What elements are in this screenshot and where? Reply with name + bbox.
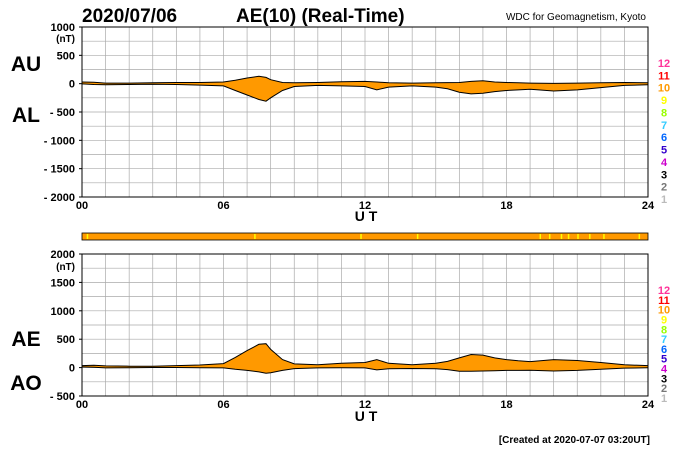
station-bar-tick — [254, 234, 256, 239]
top-xlabel: U T — [355, 208, 378, 224]
series-line-au — [81, 75, 649, 84]
top-xtick-label: 06 — [217, 200, 229, 212]
bottom-legend-count-9: 9 — [661, 314, 667, 326]
top-legend-count-1: 1 — [661, 194, 667, 206]
bottom-ytick-label: 500 — [57, 334, 75, 346]
top-ytick-label: 500 — [57, 50, 75, 62]
bottom-plot-frame — [81, 253, 649, 397]
au-series-label: AU — [11, 53, 41, 76]
top-unit-label: (nT) — [56, 34, 75, 45]
index-title: AE(10) (Real-Time) — [236, 6, 405, 27]
bottom-legend-count-11: 11 — [658, 295, 670, 307]
bottom-ytick-label: - 500 — [50, 391, 75, 403]
series-line-ao — [81, 366, 649, 374]
bottom-legend-count-5: 5 — [661, 354, 667, 366]
source-label: WDC for Geomagnetism, Kyoto — [506, 12, 646, 23]
top-xtick-label: 18 — [500, 200, 512, 212]
bottom-area-fill — [82, 343, 648, 374]
created-timestamp: [Created at 2020-07-07 03:20UT] — [499, 435, 650, 446]
ae-series-label: AE — [11, 328, 40, 351]
bottom-legend-count-4: 4 — [661, 364, 668, 376]
ao-series-label: AO — [10, 372, 42, 395]
top-ytick-label: - 500 — [50, 107, 75, 119]
top-legend-count-12: 12 — [658, 58, 670, 70]
top-ytick-label: 0 — [69, 79, 75, 91]
series-line-ae — [81, 343, 649, 367]
bottom-xtick-label: 12 — [359, 399, 371, 411]
top-xtick-label: 24 — [642, 200, 655, 212]
top-ytick-label: - 1000 — [44, 135, 75, 147]
top-legend-count-9: 9 — [661, 95, 667, 107]
station-bar-tick — [416, 234, 419, 239]
station-bar-tick — [603, 234, 605, 239]
station-bar-fill — [81, 232, 649, 241]
bottom-ytick-label: 0 — [69, 363, 75, 375]
bottom-xtick-label: 24 — [642, 399, 655, 411]
bottom-legend-count-1: 1 — [661, 393, 667, 405]
station-bar-tick — [567, 234, 570, 239]
date-title: 2020/07/06 — [82, 6, 177, 27]
bottom-legend-count-2: 2 — [661, 383, 667, 395]
al-series-label: AL — [12, 104, 40, 127]
top-ytick-label: - 1500 — [44, 164, 75, 176]
bottom-legend-count-8: 8 — [661, 324, 667, 336]
bottom-legend-count-6: 6 — [661, 344, 667, 356]
bottom-xlabel: U T — [355, 408, 378, 424]
top-ytick-label: - 2000 — [44, 192, 75, 204]
bottom-legend-count-12: 12 — [658, 285, 670, 297]
station-bar-tick — [360, 234, 362, 239]
bottom-legend-count-3: 3 — [661, 373, 667, 385]
station-bar-tick — [539, 234, 542, 239]
bottom-ytick-label: 1000 — [51, 306, 75, 318]
top-xtick-label: 12 — [359, 200, 371, 212]
bottom-legend-count-10: 10 — [658, 305, 670, 317]
station-bar-tick — [589, 234, 591, 239]
top-legend-count-11: 11 — [658, 70, 670, 82]
station-count-bar — [81, 232, 649, 241]
bottom-xtick-label: 18 — [500, 399, 512, 411]
bottom-ytick-label: 1500 — [51, 277, 75, 289]
top-legend-count-10: 10 — [658, 83, 670, 95]
station-bar-tick — [560, 234, 563, 239]
top-legend-count-4: 4 — [661, 157, 668, 169]
bottom-xtick-label: 06 — [217, 399, 229, 411]
top-legend-count-5: 5 — [661, 145, 667, 157]
station-bar-tick — [86, 234, 89, 239]
bottom-legend-count-7: 7 — [661, 334, 667, 346]
top-legend-count-8: 8 — [661, 107, 667, 119]
bottom-ytick-label: 2000 — [51, 249, 75, 261]
top-legend-count-6: 6 — [661, 132, 667, 144]
station-bar-tick — [577, 234, 579, 239]
station-bar-tick — [638, 234, 641, 239]
top-legend-count-7: 7 — [661, 120, 667, 132]
bottom-xtick-label: 00 — [76, 399, 88, 411]
top-legend-count-3: 3 — [661, 169, 667, 181]
top-ytick-label: 1000 — [51, 22, 75, 34]
top-legend-count-2: 2 — [661, 182, 667, 194]
top-xtick-label: 00 — [76, 200, 88, 212]
station-bar-tick — [548, 234, 551, 239]
bottom-unit-label: (nT) — [56, 262, 75, 273]
series-line-al — [81, 83, 649, 102]
